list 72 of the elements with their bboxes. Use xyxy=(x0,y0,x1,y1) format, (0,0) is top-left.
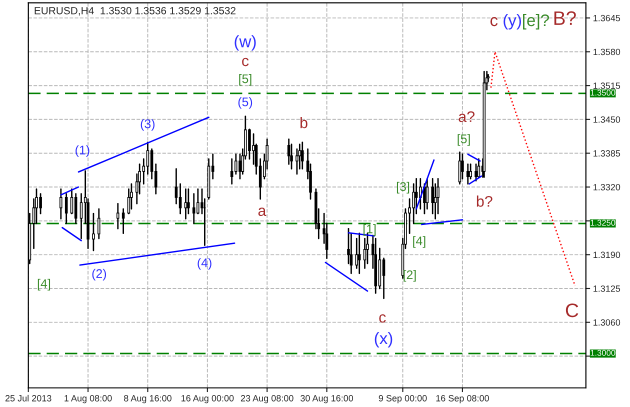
annotation: C xyxy=(566,303,578,318)
x-tick-label: 1 Aug 08:00 xyxy=(64,395,112,404)
annotation: (w) xyxy=(234,35,256,51)
candlestick xyxy=(230,158,234,185)
annotation: [4] xyxy=(38,278,50,291)
x-tick-label: 30 Aug 16:00 xyxy=(300,395,354,404)
annotation: [5] xyxy=(239,74,252,86)
candlestick xyxy=(97,208,100,240)
candlestick xyxy=(122,208,125,234)
x-tick-label: 8 Aug 16:00 xyxy=(124,395,172,404)
candlestick xyxy=(92,212,95,252)
candlestick xyxy=(39,193,42,214)
candlestick xyxy=(64,193,68,224)
candlestick xyxy=(178,183,182,214)
annotation: [3] xyxy=(396,182,410,194)
annotation: (2) xyxy=(92,268,106,280)
annotation: [e]? xyxy=(523,14,550,30)
chart-title: EURUSD,H4 1.3530 1.3536 1.3529 1.3532 xyxy=(34,6,236,16)
x-tick-label: 23 Aug 08:00 xyxy=(240,395,294,404)
candlestick xyxy=(184,188,188,220)
annotation: b? xyxy=(476,196,492,207)
candlestick xyxy=(146,142,150,175)
candlestick xyxy=(60,188,62,220)
candlestick xyxy=(300,142,304,170)
candlestick xyxy=(192,193,196,224)
x-tick-label: 16 Aug 00:00 xyxy=(182,395,234,404)
y-tick-label: 1.3125 xyxy=(594,285,620,292)
candlestick xyxy=(74,193,78,224)
candlestick xyxy=(382,258,386,300)
ref-line-label: 1.3250 xyxy=(590,220,616,226)
candlestick xyxy=(234,154,238,175)
candlestick xyxy=(196,188,200,214)
annotation: a? xyxy=(458,111,475,122)
candlestick xyxy=(458,151,462,185)
y-tick-label: 1.3645 xyxy=(594,14,620,22)
candlestick xyxy=(426,178,429,210)
x-tick-label: 9 Sep 00:00 xyxy=(378,395,427,404)
annotation: a xyxy=(258,208,266,216)
candlestick xyxy=(423,183,426,214)
y-tick-label: 1.3060 xyxy=(594,319,620,326)
annotation: (1) xyxy=(76,145,90,157)
x-tick-label: 25 Jul 2013 xyxy=(5,394,52,402)
ref-line-label: 1.3000 xyxy=(590,350,616,356)
annotation: B? xyxy=(554,11,576,25)
y-tick-label: 1.3385 xyxy=(594,150,620,157)
annotation: [5] xyxy=(458,134,470,146)
x-tick-label: 16 Sep 08:00 xyxy=(436,395,489,404)
annotation: [2] xyxy=(404,270,416,282)
y-tick-label: 1.3190 xyxy=(594,252,620,258)
candlestick xyxy=(80,193,83,240)
annotation: c xyxy=(379,314,386,323)
annotation: (4) xyxy=(198,258,212,270)
annotation: b xyxy=(300,117,308,128)
annotation: c xyxy=(490,17,498,26)
y-tick-label: 1.3580 xyxy=(594,48,620,56)
candlestick xyxy=(70,188,74,214)
y-tick-label: 1.3515 xyxy=(594,82,620,89)
annotation: c xyxy=(242,58,249,66)
annotation: (y) xyxy=(504,14,521,30)
annotation: [4] xyxy=(413,236,426,248)
annotation: (5) xyxy=(238,97,252,109)
y-tick-label: 1.3450 xyxy=(594,116,620,123)
annotation: (x) xyxy=(374,332,392,348)
candlestick xyxy=(116,202,120,230)
candlestick xyxy=(174,168,178,204)
ref-line-label: 1.3500 xyxy=(590,90,616,96)
annotation: [1] xyxy=(364,224,376,236)
annotation: (3) xyxy=(140,119,155,131)
candlestick xyxy=(358,232,361,274)
candlestick xyxy=(248,128,251,160)
candlestick xyxy=(466,163,470,185)
y-tick-label: 1.3320 xyxy=(594,184,620,190)
